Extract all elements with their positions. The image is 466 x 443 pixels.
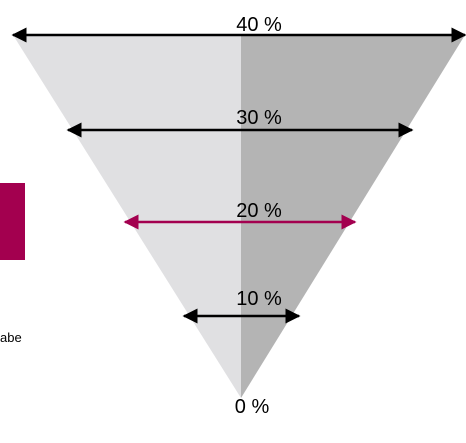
level-label-3: 20 % xyxy=(236,200,282,222)
side-text-fragment: abe xyxy=(0,330,22,345)
accent-color-block xyxy=(0,183,25,260)
funnel-left-half xyxy=(13,35,241,398)
level-label-1: 40 % xyxy=(236,14,282,36)
apex-label: 0 % xyxy=(235,396,270,418)
level-label-4: 10 % xyxy=(236,288,282,310)
level-label-2: 30 % xyxy=(236,107,282,129)
level-lines: 40 % 30 % 20 % 10 % xyxy=(11,14,466,324)
